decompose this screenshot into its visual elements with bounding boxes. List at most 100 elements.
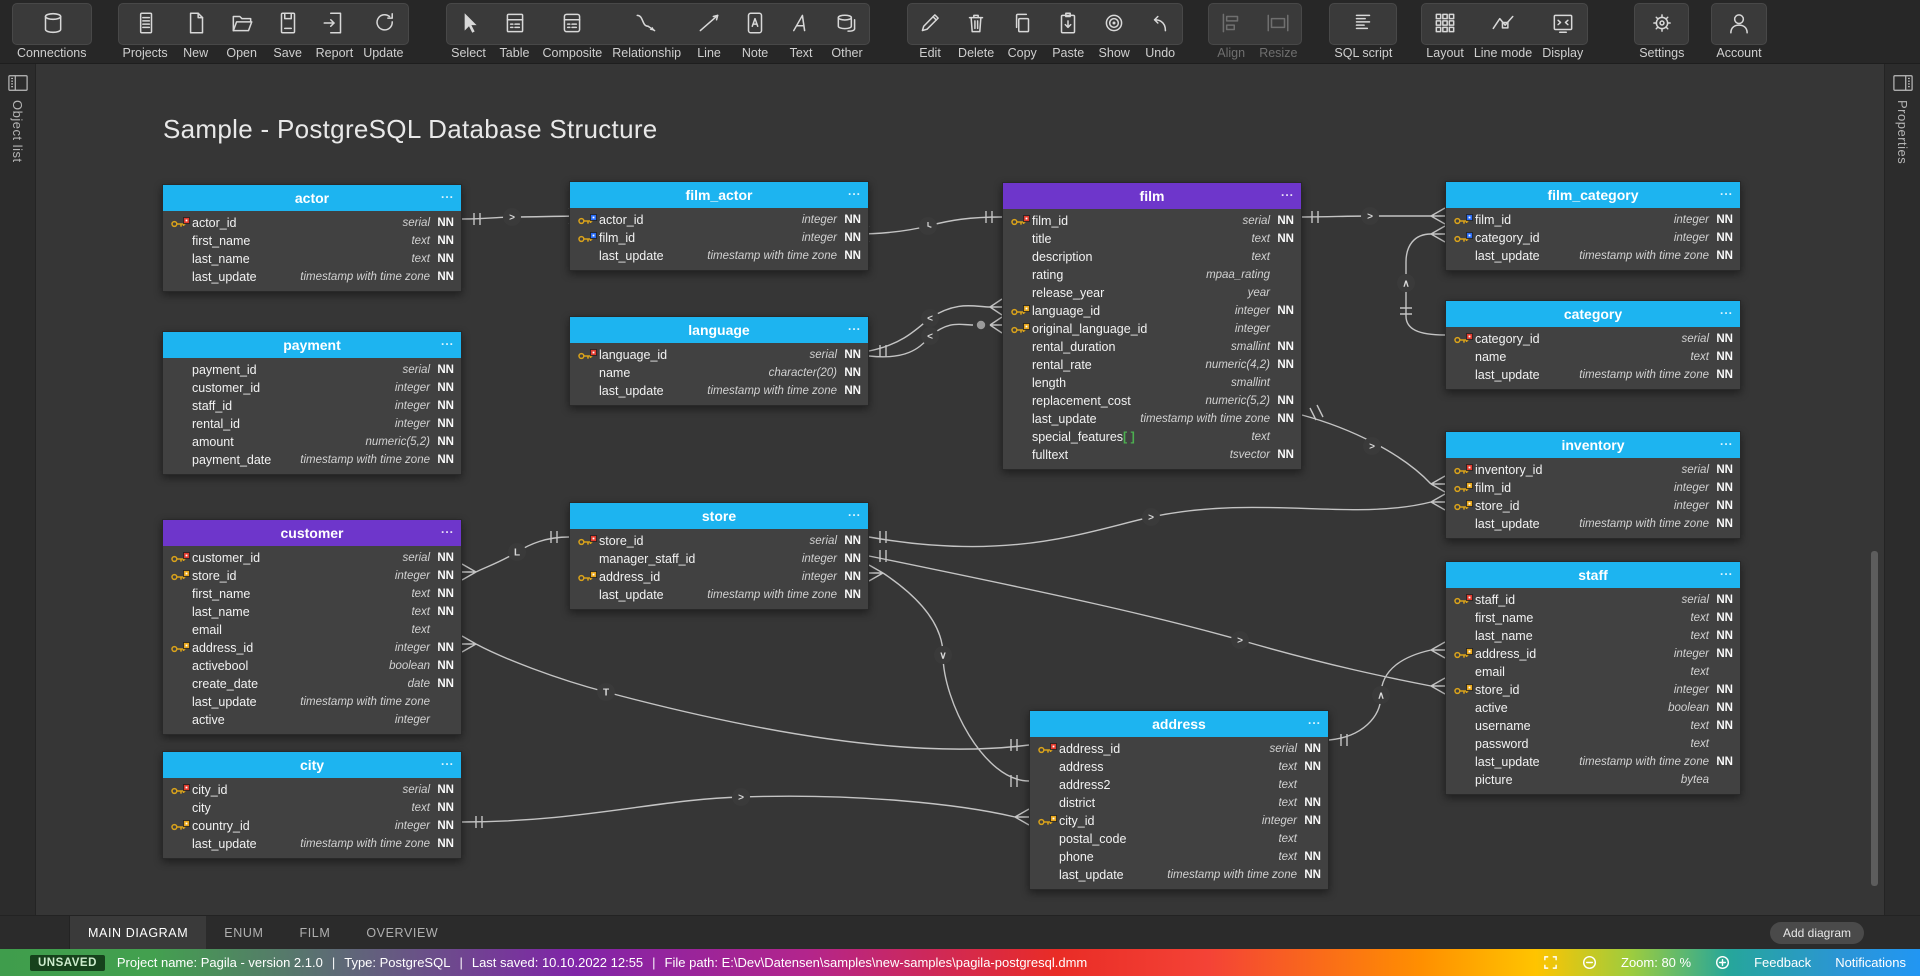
report-button[interactable]: Report bbox=[311, 3, 359, 60]
diagram-canvas[interactable]: > < < > ∧ > > L > ∨ T ∧ > Sample - PostgreSQL Databa… bbox=[36, 64, 1884, 915]
new-button[interactable]: New bbox=[173, 3, 219, 60]
show-button[interactable]: Show bbox=[1091, 3, 1137, 60]
entity-table-film_actor[interactable]: film_actor... actor_id integer NN film_id i… bbox=[569, 181, 869, 271]
account-button[interactable]: Account bbox=[1711, 3, 1766, 60]
column-row-manager_staff_id[interactable]: manager_staff_id integer NN bbox=[570, 550, 868, 568]
column-row-last_update[interactable]: last_update timestamp with time zone NN bbox=[163, 268, 461, 286]
column-row-last_update[interactable]: last_update timestamp with time zone NN bbox=[570, 247, 868, 265]
zoom-out-icon[interactable] bbox=[1582, 955, 1597, 970]
column-row-city_id[interactable]: city_id serial NN bbox=[163, 781, 461, 799]
table-menu-icon[interactable]: ... bbox=[440, 754, 454, 768]
column-row-last_update[interactable]: last_update timestamp with time zone bbox=[163, 693, 461, 711]
tab-film[interactable]: FILM bbox=[299, 925, 331, 940]
object-list-panel[interactable]: Object list bbox=[0, 64, 36, 949]
connections-button[interactable]: Connections bbox=[12, 3, 92, 60]
undo-button[interactable]: Undo bbox=[1137, 3, 1183, 60]
table-header[interactable]: film... bbox=[1003, 183, 1301, 209]
properties-panel[interactable]: Properties bbox=[1884, 64, 1920, 949]
column-row-last_update[interactable]: last_update timestamp with time zone NN bbox=[1446, 247, 1740, 265]
entity-table-category[interactable]: category... category_id serial NN name text N… bbox=[1445, 300, 1741, 390]
column-row-last_update[interactable]: last_update timestamp with time zone NN bbox=[1446, 753, 1740, 771]
column-row-picture[interactable]: picture bytea bbox=[1446, 771, 1740, 789]
add-diagram-button[interactable]: Add diagram bbox=[1769, 922, 1864, 944]
column-row-address2[interactable]: address2 text bbox=[1030, 776, 1328, 794]
open-button[interactable]: Open bbox=[219, 3, 265, 60]
column-row-active[interactable]: active integer bbox=[163, 711, 461, 729]
table-menu-icon[interactable]: ... bbox=[440, 522, 454, 536]
column-row-last_name[interactable]: last_name text NN bbox=[1446, 627, 1740, 645]
fullscreen-icon[interactable] bbox=[1543, 955, 1558, 970]
column-row-rental_rate[interactable]: rental_rate numeric(4,2) NN bbox=[1003, 356, 1301, 374]
column-row-password[interactable]: password text bbox=[1446, 735, 1740, 753]
table-header[interactable]: staff... bbox=[1446, 562, 1740, 588]
relationship-actor-film_actor[interactable]: > bbox=[461, 207, 584, 226]
table-header[interactable]: customer... bbox=[163, 520, 461, 546]
layout-button[interactable]: Layout bbox=[1421, 3, 1469, 60]
column-row-district[interactable]: district text NN bbox=[1030, 794, 1328, 812]
column-row-username[interactable]: username text NN bbox=[1446, 717, 1740, 735]
table-header[interactable]: inventory... bbox=[1446, 432, 1740, 458]
table-header[interactable]: payment... bbox=[163, 332, 461, 358]
column-row-special_features[interactable]: special_features[ ] text bbox=[1003, 428, 1301, 446]
column-row-address_id[interactable]: address_id integer NN bbox=[163, 639, 461, 657]
table-menu-icon[interactable]: ... bbox=[1280, 185, 1294, 199]
column-row-payment_date[interactable]: payment_date timestamp with time zone NN bbox=[163, 451, 461, 469]
column-row-last_update[interactable]: last_update timestamp with time zone NN bbox=[163, 835, 461, 853]
column-row-store_id[interactable]: store_id integer NN bbox=[1446, 497, 1740, 515]
relationship-store-staff[interactable]: > bbox=[868, 550, 1446, 695]
relationship-language-film-2[interactable]: < bbox=[868, 316, 1003, 358]
column-row-rating[interactable]: rating mpaa_rating bbox=[1003, 266, 1301, 284]
column-row-phone[interactable]: phone text NN bbox=[1030, 848, 1328, 866]
column-row-rental_duration[interactable]: rental_duration smallint NN bbox=[1003, 338, 1301, 356]
tab-overview[interactable]: OVERVIEW bbox=[366, 925, 439, 940]
table-menu-icon[interactable]: ... bbox=[440, 187, 454, 201]
column-row-payment_id[interactable]: payment_id serial NN bbox=[163, 361, 461, 379]
column-row-name[interactable]: name character(20) NN bbox=[570, 364, 868, 382]
table-header[interactable]: actor... bbox=[163, 185, 461, 211]
entity-table-store[interactable]: store... store_id serial NN manager_staff_i… bbox=[569, 502, 869, 610]
table-button[interactable]: Table bbox=[492, 3, 538, 60]
column-row-activebool[interactable]: activebool boolean NN bbox=[163, 657, 461, 675]
column-row-film_id[interactable]: film_id integer NN bbox=[1446, 211, 1740, 229]
paste-button[interactable]: Paste bbox=[1045, 3, 1091, 60]
relationship-language-film-1[interactable]: < bbox=[868, 298, 1003, 357]
tab-enum[interactable]: ENUM bbox=[224, 925, 264, 940]
table-menu-icon[interactable]: ... bbox=[1719, 564, 1733, 578]
relationship-film-film_actor[interactable] bbox=[854, 211, 1003, 243]
table-header[interactable]: film_actor... bbox=[570, 182, 868, 208]
relationship-category-film_category[interactable]: ∧ bbox=[1397, 225, 1446, 336]
column-row-language_id[interactable]: language_id integer NN bbox=[1003, 302, 1301, 320]
entity-table-language[interactable]: language... language_id serial NN name chara… bbox=[569, 316, 869, 406]
save-button[interactable]: Save bbox=[265, 3, 311, 60]
column-row-first_name[interactable]: first_name text NN bbox=[1446, 609, 1740, 627]
relationship-city-address[interactable]: > bbox=[461, 788, 1030, 828]
column-row-email[interactable]: email text bbox=[163, 621, 461, 639]
column-row-create_date[interactable]: create_date date NN bbox=[163, 675, 461, 693]
table-header[interactable]: address... bbox=[1030, 711, 1328, 737]
column-row-last_update[interactable]: last_update timestamp with time zone NN bbox=[570, 382, 868, 400]
column-row-first_name[interactable]: first_name text NN bbox=[163, 585, 461, 603]
relationship-store-customer[interactable]: L bbox=[461, 531, 570, 581]
relationship-address-staff[interactable]: ∧ bbox=[1328, 641, 1446, 746]
column-row-city[interactable]: city text NN bbox=[163, 799, 461, 817]
table-menu-icon[interactable]: ... bbox=[847, 184, 861, 198]
entity-table-payment[interactable]: payment... payment_id serial NN customer_id i… bbox=[162, 331, 462, 475]
table-header[interactable]: city... bbox=[163, 752, 461, 778]
notifications-link[interactable]: Notifications bbox=[1835, 955, 1906, 970]
column-row-last_update[interactable]: last_update timestamp with time zone NN bbox=[570, 586, 868, 604]
column-row-country_id[interactable]: country_id integer NN bbox=[163, 817, 461, 835]
column-row-language_id[interactable]: language_id serial NN bbox=[570, 346, 868, 364]
feedback-link[interactable]: Feedback bbox=[1754, 955, 1812, 970]
column-row-address_id[interactable]: address_id integer NN bbox=[1446, 645, 1740, 663]
column-row-amount[interactable]: amount numeric(5,2) NN bbox=[163, 433, 461, 451]
entity-table-film[interactable]: film... film_id serial NN title text NN descri… bbox=[1002, 182, 1302, 470]
relationship-film-film_category[interactable]: > bbox=[1301, 207, 1446, 225]
relationship-address-customer[interactable]: T bbox=[461, 635, 1030, 751]
entity-table-staff[interactable]: staff... staff_id serial NN first_name text N… bbox=[1445, 561, 1741, 795]
column-row-store_id[interactable]: store_id integer NN bbox=[1446, 681, 1740, 699]
column-row-last_name[interactable]: last_name text NN bbox=[163, 603, 461, 621]
table-menu-icon[interactable]: ... bbox=[1307, 713, 1321, 727]
table-menu-icon[interactable]: ... bbox=[847, 319, 861, 333]
relationship-store-inventory[interactable]: > bbox=[868, 493, 1446, 548]
other-button[interactable]: Other bbox=[824, 3, 870, 60]
